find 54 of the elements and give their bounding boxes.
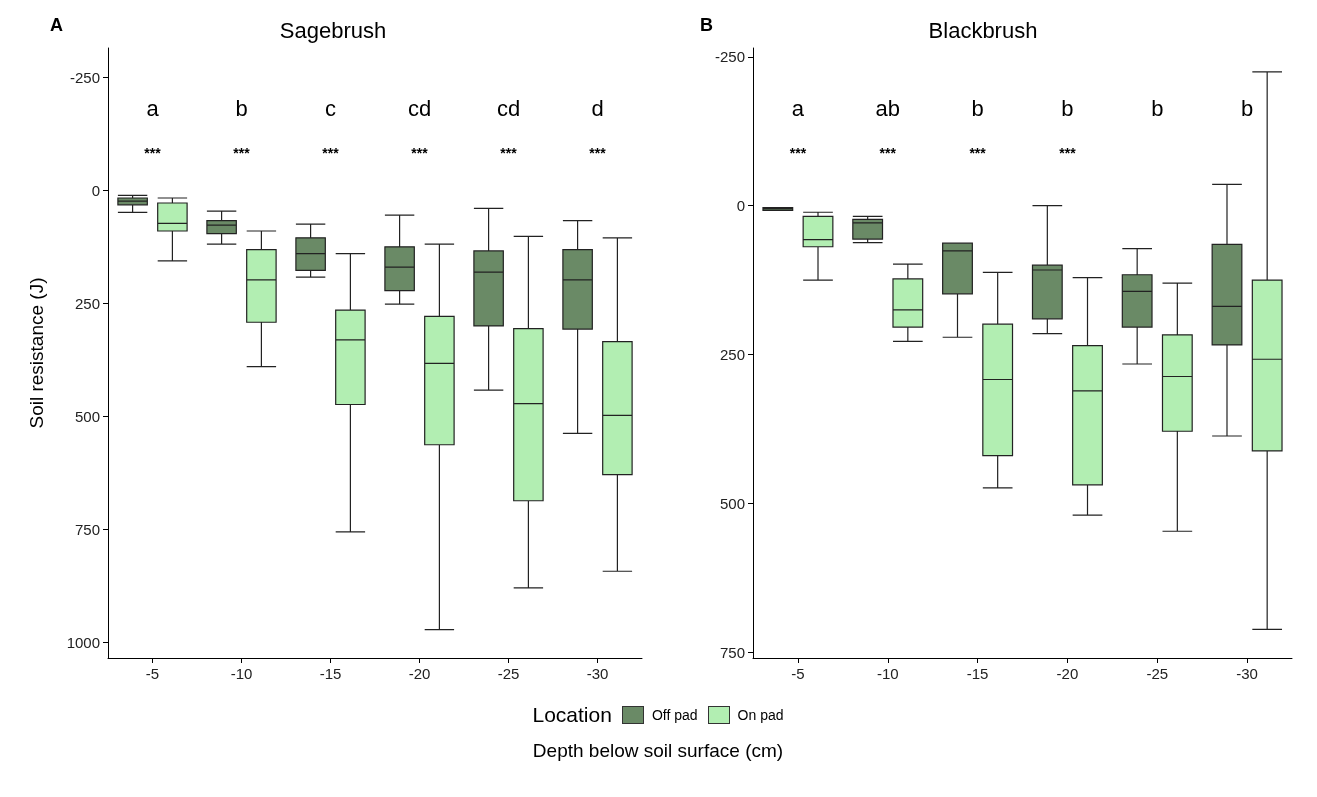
x-tick-label: -30 [586,665,609,682]
y-tick-label: 750 [74,520,100,538]
x-tick-label: -20 [1056,665,1079,682]
text: B [700,15,713,35]
y-tick-label: 0 [91,181,100,199]
y-tick-label: -250 [69,68,100,86]
y-axis-title: Soil resistance (J) [26,277,47,429]
y-tick-label: 250 [74,294,100,312]
y-tick-label: 250 [719,345,745,363]
annotation: *** [322,145,340,161]
y-tick-label: 0 [736,197,745,215]
x-tick-label: -30 [1236,665,1258,682]
annotation: cd [407,95,432,121]
chart-title: Blackbrush [928,17,1038,43]
x-tick-label: -5 [145,665,160,682]
x-axis-title: Depth below soil surface (cm) [531,740,785,762]
y-tick-label: 500 [74,407,100,425]
y-tick-label: -250 [714,48,745,66]
text: A [50,15,63,35]
annotation: *** [879,145,897,161]
x-tick-label: -5 [791,665,805,682]
x-tick-label: -25 [497,665,520,682]
annotation: *** [789,145,807,161]
annotation: *** [589,145,607,161]
annotation: *** [1059,145,1077,161]
annotation: b [971,95,984,121]
y-tick-label: 750 [719,643,745,661]
annotation: b [1240,95,1254,121]
legend-title: Location [532,703,612,727]
x-tick-label: -15 [966,665,989,682]
annotation: b [235,95,248,121]
annotation: cd [496,95,521,121]
x-tick-label: -25 [1146,665,1169,682]
chart-title: Sagebrush [279,17,387,43]
annotation: a [146,95,160,121]
x-tick-label: -15 [319,665,342,682]
annotation: c [325,95,336,121]
annotation: *** [411,145,429,161]
annotation: ab [875,95,900,121]
x-tick-label: -10 [230,665,253,682]
x-tick-label: -10 [876,665,899,682]
legend-label: Off pad [651,707,698,723]
annotation: a [791,95,805,121]
annotation: *** [233,145,251,161]
annotation: *** [500,145,518,161]
annotation: *** [144,145,162,161]
legend-label: On pad [737,707,784,723]
x-tick-label: -20 [408,665,431,682]
y-tick-label: 500 [719,494,745,512]
y-tick-label: 1000 [66,633,100,651]
annotation: d [591,95,604,121]
annotation: *** [969,145,987,161]
annotation: b [1151,95,1164,121]
annotation: b [1061,95,1074,121]
